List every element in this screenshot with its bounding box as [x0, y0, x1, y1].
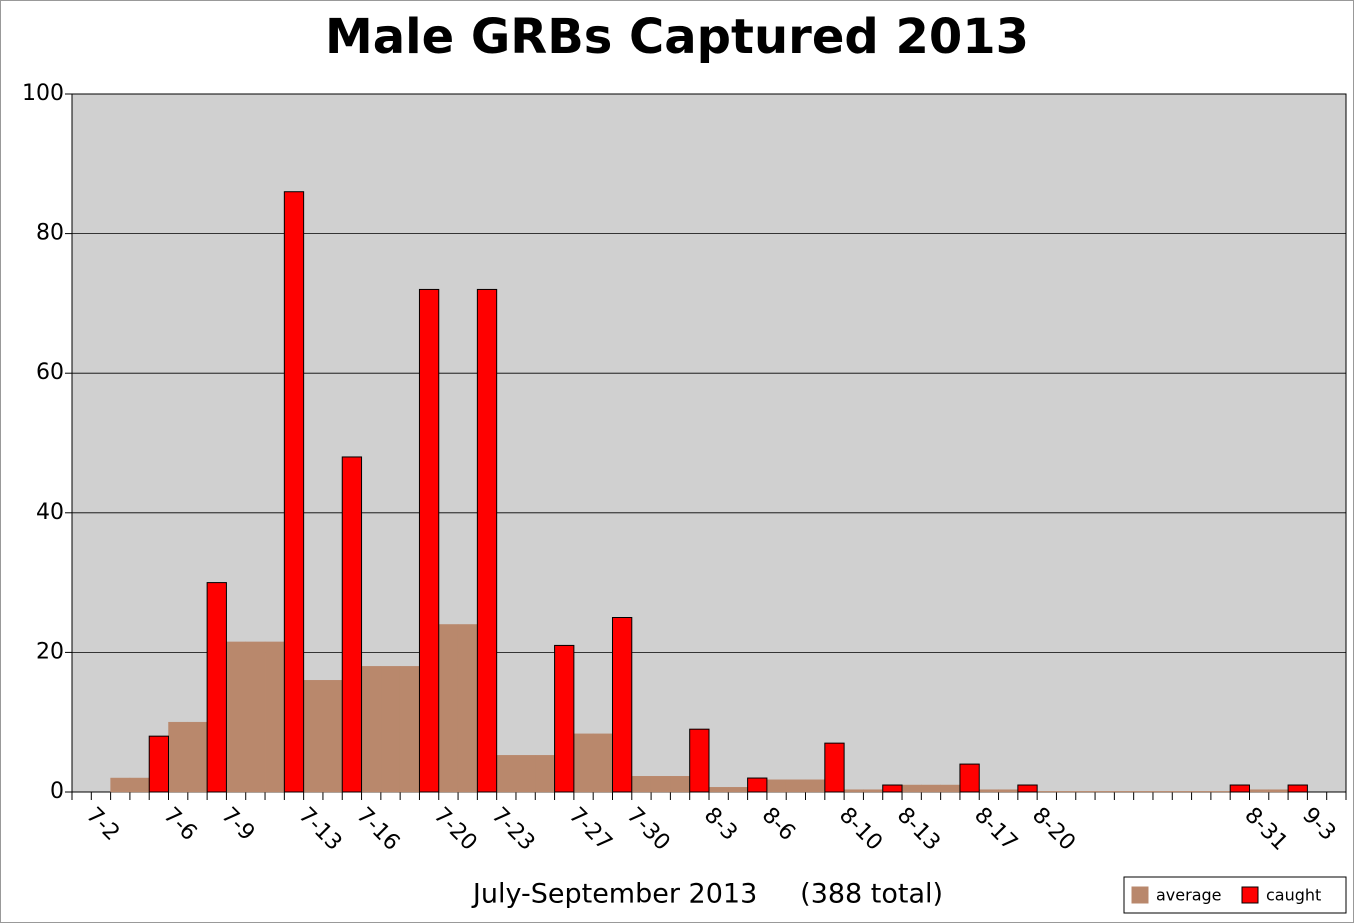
bar [1268, 789, 1289, 793]
bar [399, 666, 420, 793]
y-tick-label: 80 [36, 221, 64, 246]
bar [670, 776, 690, 793]
bar [303, 680, 324, 793]
bar [998, 789, 1019, 793]
bar [650, 776, 671, 793]
bar [959, 763, 980, 793]
bar [129, 777, 150, 793]
bar [1152, 791, 1173, 793]
bar [1133, 791, 1154, 793]
bar [1094, 791, 1115, 793]
bar [264, 641, 285, 793]
y-tick-label: 0 [50, 779, 64, 804]
bar [978, 789, 999, 793]
bar [168, 721, 189, 793]
bar [1056, 791, 1077, 793]
bar [361, 666, 382, 793]
bar [708, 787, 729, 793]
bar [785, 779, 806, 793]
bar [766, 779, 787, 793]
bar [901, 784, 922, 793]
bar [592, 733, 613, 793]
y-tick-label: 20 [36, 639, 64, 664]
bar [611, 617, 633, 793]
bar [206, 582, 227, 793]
bar [882, 784, 903, 793]
legend-label: average [1156, 886, 1222, 905]
bar [1287, 784, 1308, 793]
y-tick-label: 100 [22, 81, 64, 106]
bar [1229, 784, 1250, 793]
bar [805, 779, 826, 793]
x-axis-label: July-September 2013 (388 total) [471, 879, 943, 910]
bar [418, 288, 440, 793]
bar [1114, 791, 1134, 793]
y-tick-label: 60 [36, 360, 64, 385]
legend: average caught [1123, 876, 1347, 914]
bar [322, 680, 343, 793]
bar [283, 191, 305, 793]
bar [245, 641, 266, 793]
bar [631, 776, 652, 793]
y-tick-label: 40 [36, 500, 64, 525]
bar [438, 624, 459, 793]
bar [476, 288, 498, 793]
bar [863, 789, 883, 793]
bar [148, 735, 170, 793]
bar [535, 755, 555, 793]
bar [226, 641, 246, 793]
bar [689, 728, 710, 793]
bar [1075, 791, 1096, 793]
bar [341, 456, 363, 793]
bar [1036, 791, 1057, 793]
bar [921, 784, 941, 793]
bar [380, 666, 401, 793]
bar [457, 624, 478, 793]
bar [110, 777, 131, 793]
bar [515, 755, 536, 793]
bar [496, 755, 517, 793]
bar [940, 784, 961, 793]
bar [843, 789, 864, 793]
bar [1172, 791, 1192, 793]
bar [1191, 791, 1212, 793]
bar [747, 777, 768, 793]
bar [554, 644, 575, 793]
legend-swatch [1241, 886, 1259, 904]
legend-swatch [1131, 886, 1149, 904]
bar [187, 721, 208, 793]
bar [824, 742, 845, 793]
chart-title: Male GRBs Captured 2013 [325, 9, 1029, 65]
legend-label: caught [1266, 886, 1321, 905]
bar [1249, 789, 1270, 793]
bar [1210, 791, 1231, 793]
legend-box [1123, 876, 1347, 914]
bar [728, 787, 748, 793]
bar [573, 733, 594, 793]
bar [1017, 784, 1038, 793]
